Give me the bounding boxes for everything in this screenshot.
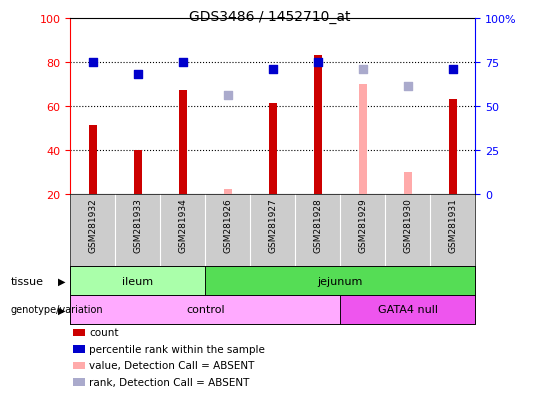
Point bbox=[403, 84, 412, 90]
Text: ▶: ▶ bbox=[58, 276, 66, 286]
Point bbox=[224, 93, 232, 99]
Text: ▶: ▶ bbox=[58, 305, 66, 315]
Text: GSM281929: GSM281929 bbox=[358, 198, 367, 252]
Text: GDS3486 / 1452710_at: GDS3486 / 1452710_at bbox=[189, 10, 351, 24]
Point bbox=[268, 66, 277, 73]
Point bbox=[313, 59, 322, 66]
Text: GSM281933: GSM281933 bbox=[133, 198, 142, 252]
Text: GSM281934: GSM281934 bbox=[178, 198, 187, 252]
Text: value, Detection Call = ABSENT: value, Detection Call = ABSENT bbox=[89, 361, 254, 370]
Text: rank, Detection Call = ABSENT: rank, Detection Call = ABSENT bbox=[89, 377, 249, 387]
Text: genotype/variation: genotype/variation bbox=[11, 305, 104, 315]
Bar bbox=[205, 266, 475, 295]
Text: ileum: ileum bbox=[122, 276, 153, 286]
Bar bbox=[314, 56, 322, 194]
Text: GATA4 null: GATA4 null bbox=[377, 305, 438, 315]
Bar bbox=[70, 266, 205, 295]
Text: tissue: tissue bbox=[11, 276, 44, 286]
Bar bbox=[340, 295, 475, 324]
Bar bbox=[403, 172, 411, 194]
Text: GSM281932: GSM281932 bbox=[88, 198, 97, 252]
Text: jejunum: jejunum bbox=[318, 276, 363, 286]
Bar bbox=[89, 126, 97, 194]
Text: GSM281927: GSM281927 bbox=[268, 198, 277, 252]
Bar bbox=[134, 150, 141, 194]
Bar bbox=[359, 84, 367, 194]
Bar bbox=[224, 190, 232, 194]
Text: GSM281930: GSM281930 bbox=[403, 198, 412, 252]
Point bbox=[178, 59, 187, 66]
Text: GSM281928: GSM281928 bbox=[313, 198, 322, 252]
Bar bbox=[179, 91, 187, 194]
Point bbox=[133, 71, 142, 78]
Bar bbox=[449, 100, 457, 194]
Bar bbox=[70, 295, 340, 324]
Point bbox=[89, 59, 97, 66]
Text: GSM281926: GSM281926 bbox=[223, 198, 232, 252]
Text: control: control bbox=[186, 305, 225, 315]
Point bbox=[359, 66, 367, 73]
Text: count: count bbox=[89, 328, 119, 337]
Text: GSM281931: GSM281931 bbox=[448, 198, 457, 252]
Text: percentile rank within the sample: percentile rank within the sample bbox=[89, 344, 265, 354]
Point bbox=[448, 66, 457, 73]
Bar bbox=[269, 104, 277, 194]
